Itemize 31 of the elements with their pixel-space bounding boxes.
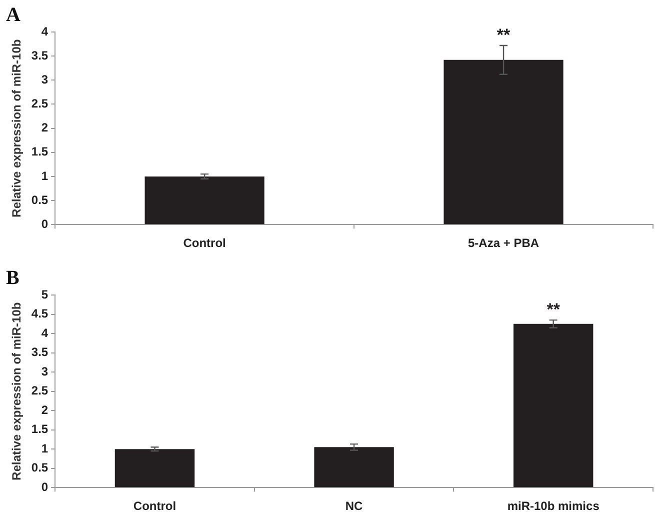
y-tick-label: 2.5 [31, 96, 48, 111]
y-tick-label: 1 [41, 168, 48, 183]
y-tick-label: 0 [41, 216, 48, 231]
y-tick-label: 1 [41, 441, 48, 456]
chart-title: B [6, 267, 20, 290]
x-tick-label: NC [345, 499, 364, 514]
x-tick-label: Control [133, 499, 176, 514]
y-tick-label: 4 [41, 24, 48, 38]
y-tick-label: 3 [41, 72, 48, 86]
y-tick-label: 0.5 [31, 460, 48, 475]
x-tick-label: 5-Aza + PBA [468, 236, 540, 250]
y-tick-label: 4.5 [31, 306, 48, 321]
y-tick-label: 0 [41, 480, 48, 494]
x-tick-label: Control [183, 236, 226, 250]
y-tick-label: 0.5 [31, 192, 48, 207]
y-tick-label: 1.5 [31, 144, 48, 159]
chart-title: A [6, 4, 21, 26]
y-tick-label: 3.5 [31, 48, 48, 62]
y-tick-label: 4 [41, 326, 48, 340]
y-tick-label: 2 [41, 120, 48, 135]
y-tick-label: 3 [41, 364, 48, 378]
y-axis-title: Relative expression of miR-10b [10, 302, 24, 480]
annotation: ** [496, 26, 511, 45]
x-tick-label: miR-10b mimics [507, 499, 600, 514]
annotation: ** [546, 300, 560, 320]
y-tick-label: 2.5 [31, 384, 48, 398]
y-tick-label: 3.5 [31, 345, 48, 360]
y-tick-label: 1.5 [31, 422, 48, 436]
y-tick-label: 2 [41, 402, 48, 417]
y-axis-title: Relative expression of miR-10b [10, 39, 24, 218]
y-tick-label: 5 [41, 287, 48, 302]
